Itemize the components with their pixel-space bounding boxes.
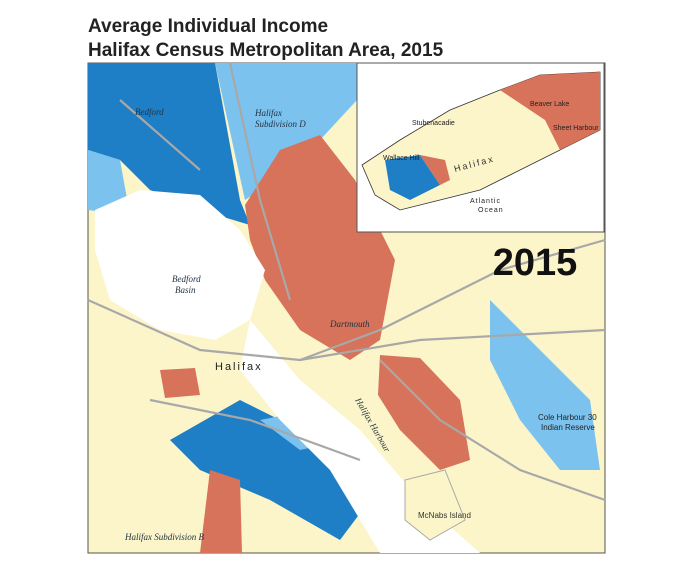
inset-label: Wallace Hill <box>383 155 420 162</box>
inset-label: Sheet Harbour <box>553 125 599 132</box>
map-label: Basin <box>175 285 196 295</box>
inset-label: Beaver Lake <box>530 101 569 108</box>
map-label: Bedford <box>135 107 164 117</box>
title: Halifax Census Metropolitan Area, 2015 <box>88 40 444 61</box>
year-label: 2015 <box>493 242 578 284</box>
map-label: McNabs Island <box>418 511 471 520</box>
map-label: Cole Harbour 30 <box>538 413 597 422</box>
inset-label: Ocean <box>478 207 504 214</box>
map-label: Subdivision D <box>255 119 306 129</box>
map-label: Halifax Subdivision B <box>124 532 204 542</box>
inset-label: Atlantic <box>470 198 501 205</box>
map-label: Indian Reserve <box>541 423 595 432</box>
map-label: Dartmouth <box>329 319 370 329</box>
title: Average Individual Income <box>88 16 328 37</box>
map-label: Bedford <box>172 274 201 284</box>
inset-label: Stubenacadie <box>412 120 455 127</box>
map-label: Halifax <box>254 108 282 118</box>
map-label: Halifax <box>215 361 263 373</box>
inset <box>356 62 605 233</box>
